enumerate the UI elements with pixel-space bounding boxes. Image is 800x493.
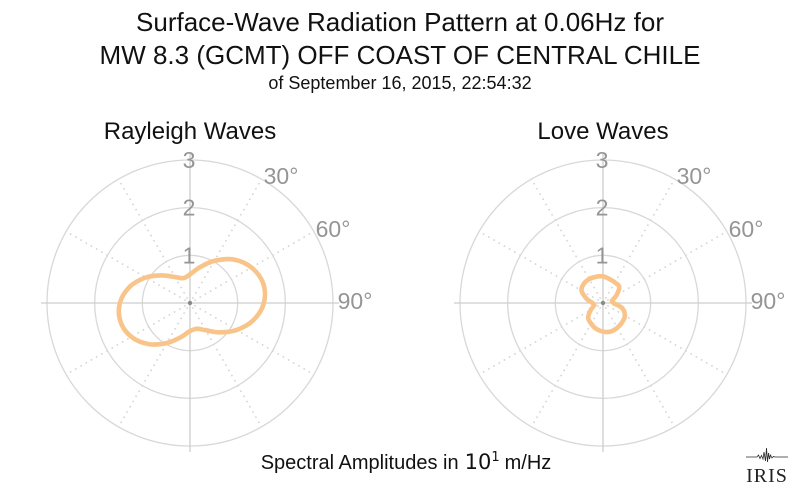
radial-tick-label: 1 bbox=[596, 242, 609, 268]
polar-grid-spoke bbox=[65, 230, 187, 302]
rayleigh-polar-plot: 1 2 3 30° 60° 90° bbox=[41, 147, 372, 452]
polar-center-dot bbox=[187, 300, 193, 306]
polar-grid-spoke bbox=[606, 304, 728, 376]
angle-tick-label: 60° bbox=[729, 216, 764, 242]
polar-grid-spoke bbox=[191, 306, 263, 428]
angle-tick-label: 90° bbox=[338, 288, 373, 314]
figure-title-line2: MW 8.3 (GCMT) OFF COAST OF CENTRAL CHILE bbox=[99, 40, 701, 70]
iris-logo: IRIS bbox=[743, 447, 791, 487]
love-polar-plot: 1 2 3 30° 60° 90° bbox=[454, 147, 785, 452]
caption-power-base: 10 bbox=[464, 450, 492, 474]
polar-grid-spoke bbox=[117, 306, 189, 428]
seismogram-icon bbox=[746, 447, 788, 463]
figure-title-datetime: of September 16, 2015, 22:54:32 bbox=[268, 73, 532, 93]
polar-center-dot bbox=[600, 300, 606, 306]
polar-grid-spoke bbox=[191, 178, 263, 300]
polar-grid-spoke bbox=[193, 230, 315, 302]
polar-grid-spoke bbox=[604, 178, 676, 300]
caption-suffix: m/Hz bbox=[504, 452, 552, 474]
figure-title-line1: Surface-Wave Radiation Pattern at 0.06Hz… bbox=[136, 7, 664, 37]
love-plot-title: Love Waves bbox=[537, 118, 669, 145]
polar-grid-spoke bbox=[604, 306, 676, 428]
angle-tick-label: 60° bbox=[316, 216, 351, 242]
angle-tick-label: 90° bbox=[751, 288, 786, 314]
caption-prefix: Spectral Amplitudes in bbox=[260, 452, 459, 474]
caption-power-exponent: 1 bbox=[491, 450, 500, 465]
angle-tick-label: 30° bbox=[264, 163, 299, 189]
polar-grid-spoke bbox=[65, 304, 187, 376]
polar-grid-spoke bbox=[530, 306, 602, 428]
love-radiation-pattern-curve bbox=[579, 273, 628, 335]
polar-grid-spoke bbox=[606, 230, 728, 302]
polar-grid-spoke bbox=[478, 230, 600, 302]
radial-tick-label: 3 bbox=[596, 147, 609, 173]
rayleigh-plot-title: Rayleigh Waves bbox=[103, 118, 277, 145]
polar-grid-spoke bbox=[193, 304, 315, 376]
amplitude-units-caption: Spectral Amplitudes in 101 m/Hz bbox=[6, 450, 800, 475]
radial-tick-label: 3 bbox=[183, 147, 196, 173]
polar-grid-spoke bbox=[117, 178, 189, 300]
radial-tick-label: 2 bbox=[596, 195, 609, 221]
iris-logo-text: IRIS bbox=[746, 465, 788, 487]
angle-tick-label: 30° bbox=[677, 163, 712, 189]
radial-tick-label: 2 bbox=[183, 195, 196, 221]
radial-tick-label: 1 bbox=[183, 242, 196, 268]
rayleigh-radiation-pattern-curve bbox=[116, 256, 268, 347]
polar-grid-spoke bbox=[530, 178, 602, 300]
polar-grid-spoke bbox=[478, 304, 600, 376]
